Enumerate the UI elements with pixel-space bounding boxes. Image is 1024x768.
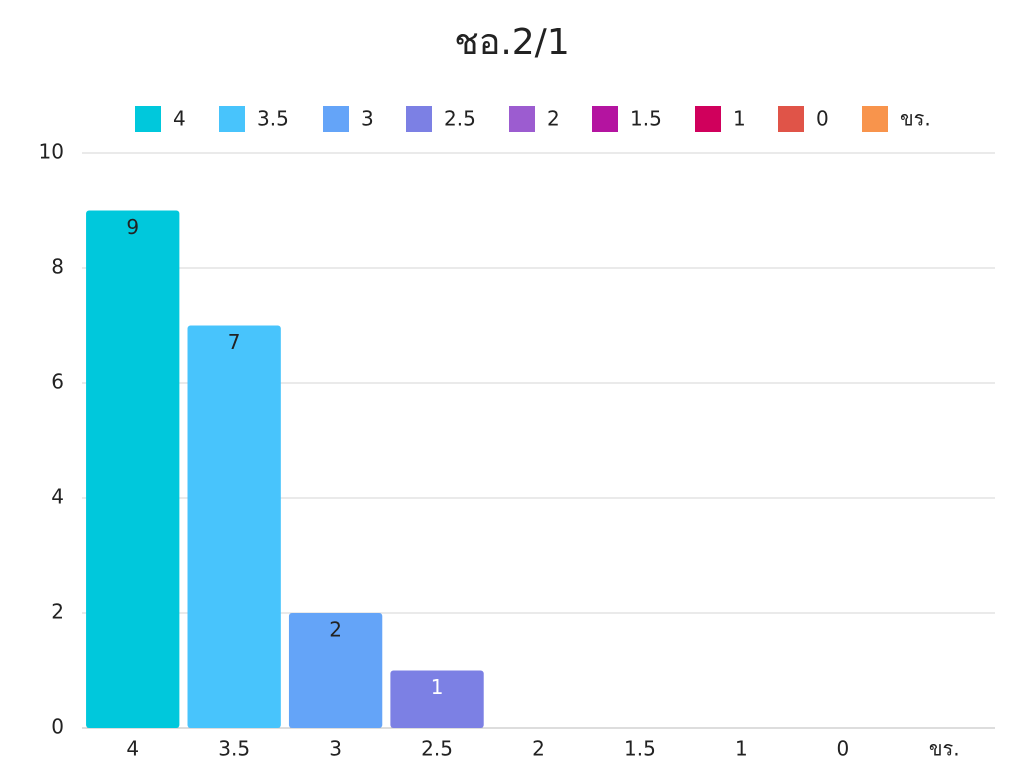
x-tick-label: 1 [735, 737, 748, 761]
data-label: 2 [329, 618, 342, 642]
legend-label: 3.5 [257, 107, 289, 131]
bar [86, 210, 180, 728]
y-tick-label: 0 [51, 715, 64, 739]
legend-label: 1 [733, 107, 746, 131]
x-tick-label: 2.5 [421, 737, 453, 761]
legend-swatch [406, 106, 432, 132]
legend-swatch [135, 106, 161, 132]
legend-label: 2.5 [444, 107, 476, 131]
x-tick-label: ขร. [929, 737, 960, 761]
legend-label: 2 [547, 107, 560, 131]
chart-title: ชอ.2/1 [454, 22, 569, 63]
data-label: 9 [126, 215, 139, 239]
legend-swatch [323, 106, 349, 132]
x-tick-label: 3 [329, 737, 342, 761]
legend-swatch [509, 106, 535, 132]
legend-label: 4 [173, 107, 186, 131]
x-tick-label: 3.5 [218, 737, 250, 761]
data-label: 1 [431, 675, 444, 699]
legend-swatch [592, 106, 618, 132]
legend-label: 3 [361, 107, 374, 131]
bar [288, 613, 383, 728]
x-tick-label: 4 [126, 737, 139, 761]
y-tick-label: 2 [51, 600, 64, 624]
bar [390, 670, 484, 728]
x-tick-label: 1.5 [624, 737, 656, 761]
legend-swatch [695, 106, 721, 132]
legend-label: 1.5 [630, 107, 662, 131]
data-label: 7 [228, 330, 241, 354]
y-tick-label: 10 [39, 140, 64, 164]
legend-swatch [778, 106, 804, 132]
y-tick-label: 8 [51, 255, 64, 279]
x-tick-label: 0 [836, 737, 849, 761]
legend-swatch [219, 106, 245, 132]
y-tick-label: 4 [51, 485, 64, 509]
legend-swatch [862, 106, 888, 132]
legend-label: 0 [816, 107, 829, 131]
bar [187, 325, 281, 728]
legend-label: ขร. [900, 107, 931, 131]
x-tick-label: 2 [532, 737, 545, 761]
y-tick-label: 6 [51, 370, 64, 394]
